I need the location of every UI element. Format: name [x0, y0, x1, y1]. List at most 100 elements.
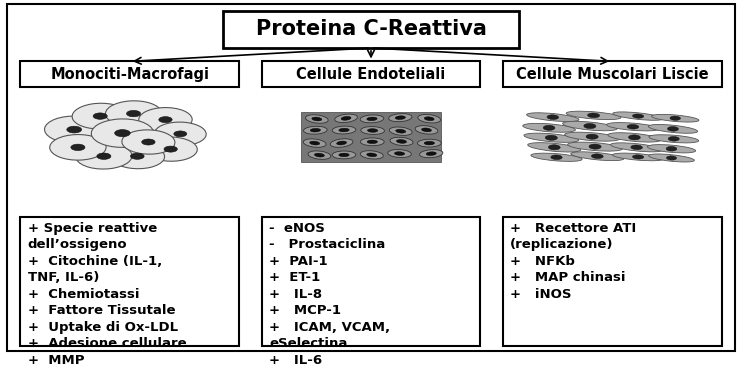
- Ellipse shape: [164, 146, 177, 152]
- Text: Cellule Endoteliali: Cellule Endoteliali: [296, 67, 446, 82]
- Ellipse shape: [367, 117, 377, 121]
- Text: Proteina C-Reattiva: Proteina C-Reattiva: [255, 19, 487, 39]
- Ellipse shape: [142, 139, 155, 145]
- Ellipse shape: [131, 153, 144, 159]
- Ellipse shape: [154, 122, 206, 146]
- Ellipse shape: [367, 140, 378, 144]
- Ellipse shape: [649, 154, 695, 162]
- Ellipse shape: [589, 144, 601, 149]
- Ellipse shape: [390, 137, 413, 146]
- Ellipse shape: [670, 116, 680, 120]
- Ellipse shape: [588, 113, 600, 118]
- Text: +   Recettore ATI
(replicazione)
+   NFKb
+   MAP chinasi
+   iNOS: + Recettore ATI (replicazione) + NFKb + …: [510, 222, 637, 301]
- Ellipse shape: [584, 123, 596, 128]
- Ellipse shape: [591, 154, 603, 159]
- Ellipse shape: [651, 114, 699, 122]
- Ellipse shape: [312, 117, 322, 121]
- Ellipse shape: [562, 121, 617, 131]
- Ellipse shape: [389, 114, 412, 122]
- Ellipse shape: [568, 142, 623, 151]
- Ellipse shape: [159, 117, 172, 123]
- Ellipse shape: [527, 113, 579, 121]
- FancyBboxPatch shape: [503, 61, 721, 87]
- Ellipse shape: [93, 113, 107, 119]
- Ellipse shape: [50, 135, 106, 160]
- Ellipse shape: [649, 125, 697, 133]
- Ellipse shape: [424, 141, 435, 145]
- FancyBboxPatch shape: [503, 217, 721, 346]
- Ellipse shape: [174, 131, 187, 137]
- Ellipse shape: [45, 116, 104, 143]
- Ellipse shape: [395, 129, 406, 133]
- Ellipse shape: [548, 145, 560, 150]
- Ellipse shape: [528, 143, 581, 152]
- Text: Monociti-Macrofagi: Monociti-Macrofagi: [50, 67, 209, 82]
- Ellipse shape: [139, 107, 192, 132]
- Ellipse shape: [415, 126, 438, 134]
- Ellipse shape: [395, 116, 405, 120]
- Ellipse shape: [522, 123, 576, 132]
- Ellipse shape: [586, 134, 598, 139]
- Ellipse shape: [67, 126, 82, 133]
- FancyBboxPatch shape: [7, 3, 735, 352]
- Ellipse shape: [339, 153, 349, 157]
- Ellipse shape: [367, 129, 378, 132]
- Ellipse shape: [337, 141, 347, 145]
- Ellipse shape: [303, 126, 327, 134]
- Ellipse shape: [332, 151, 356, 159]
- Ellipse shape: [361, 138, 384, 146]
- Ellipse shape: [551, 155, 562, 159]
- Ellipse shape: [122, 130, 175, 154]
- Ellipse shape: [418, 139, 441, 147]
- FancyBboxPatch shape: [20, 61, 239, 87]
- FancyBboxPatch shape: [301, 112, 441, 161]
- Ellipse shape: [306, 115, 328, 123]
- Ellipse shape: [421, 128, 432, 132]
- Ellipse shape: [631, 145, 643, 150]
- Ellipse shape: [628, 135, 640, 140]
- Ellipse shape: [332, 126, 356, 134]
- Ellipse shape: [310, 128, 321, 132]
- Ellipse shape: [613, 112, 663, 120]
- Ellipse shape: [70, 144, 85, 151]
- Ellipse shape: [315, 153, 324, 157]
- Text: -  eNOS
-   Prostaciclina
+  PAI-1
+  ET-1
+   IL-8
+   MCP-1
+   ICAM, VCAM,
eS: - eNOS - Prostaciclina + PAI-1 + ET-1 + …: [269, 222, 390, 367]
- Ellipse shape: [91, 119, 154, 147]
- Ellipse shape: [308, 151, 331, 159]
- FancyBboxPatch shape: [262, 217, 480, 346]
- Ellipse shape: [571, 152, 624, 161]
- Ellipse shape: [418, 114, 441, 123]
- Ellipse shape: [543, 125, 555, 130]
- Ellipse shape: [611, 143, 663, 152]
- Ellipse shape: [303, 139, 326, 147]
- Ellipse shape: [388, 149, 411, 158]
- Ellipse shape: [666, 146, 677, 151]
- Ellipse shape: [545, 135, 557, 140]
- Ellipse shape: [668, 126, 678, 131]
- Ellipse shape: [612, 153, 664, 161]
- Ellipse shape: [144, 137, 197, 161]
- Ellipse shape: [395, 152, 404, 155]
- Ellipse shape: [632, 155, 644, 159]
- Ellipse shape: [367, 153, 377, 157]
- FancyBboxPatch shape: [20, 217, 239, 346]
- Ellipse shape: [72, 103, 128, 129]
- Ellipse shape: [126, 111, 140, 117]
- Ellipse shape: [566, 111, 621, 120]
- Ellipse shape: [632, 114, 644, 118]
- Ellipse shape: [396, 140, 407, 143]
- Ellipse shape: [76, 144, 132, 169]
- Ellipse shape: [669, 137, 679, 141]
- Ellipse shape: [547, 115, 559, 120]
- Ellipse shape: [419, 150, 443, 158]
- FancyBboxPatch shape: [223, 10, 519, 48]
- Ellipse shape: [105, 101, 162, 126]
- Ellipse shape: [608, 133, 661, 142]
- Ellipse shape: [96, 153, 111, 159]
- Ellipse shape: [361, 126, 384, 134]
- Ellipse shape: [360, 115, 384, 123]
- Ellipse shape: [607, 123, 659, 131]
- Ellipse shape: [426, 152, 436, 156]
- FancyBboxPatch shape: [262, 61, 480, 87]
- Text: Cellule Muscolari Liscie: Cellule Muscolari Liscie: [516, 67, 709, 82]
